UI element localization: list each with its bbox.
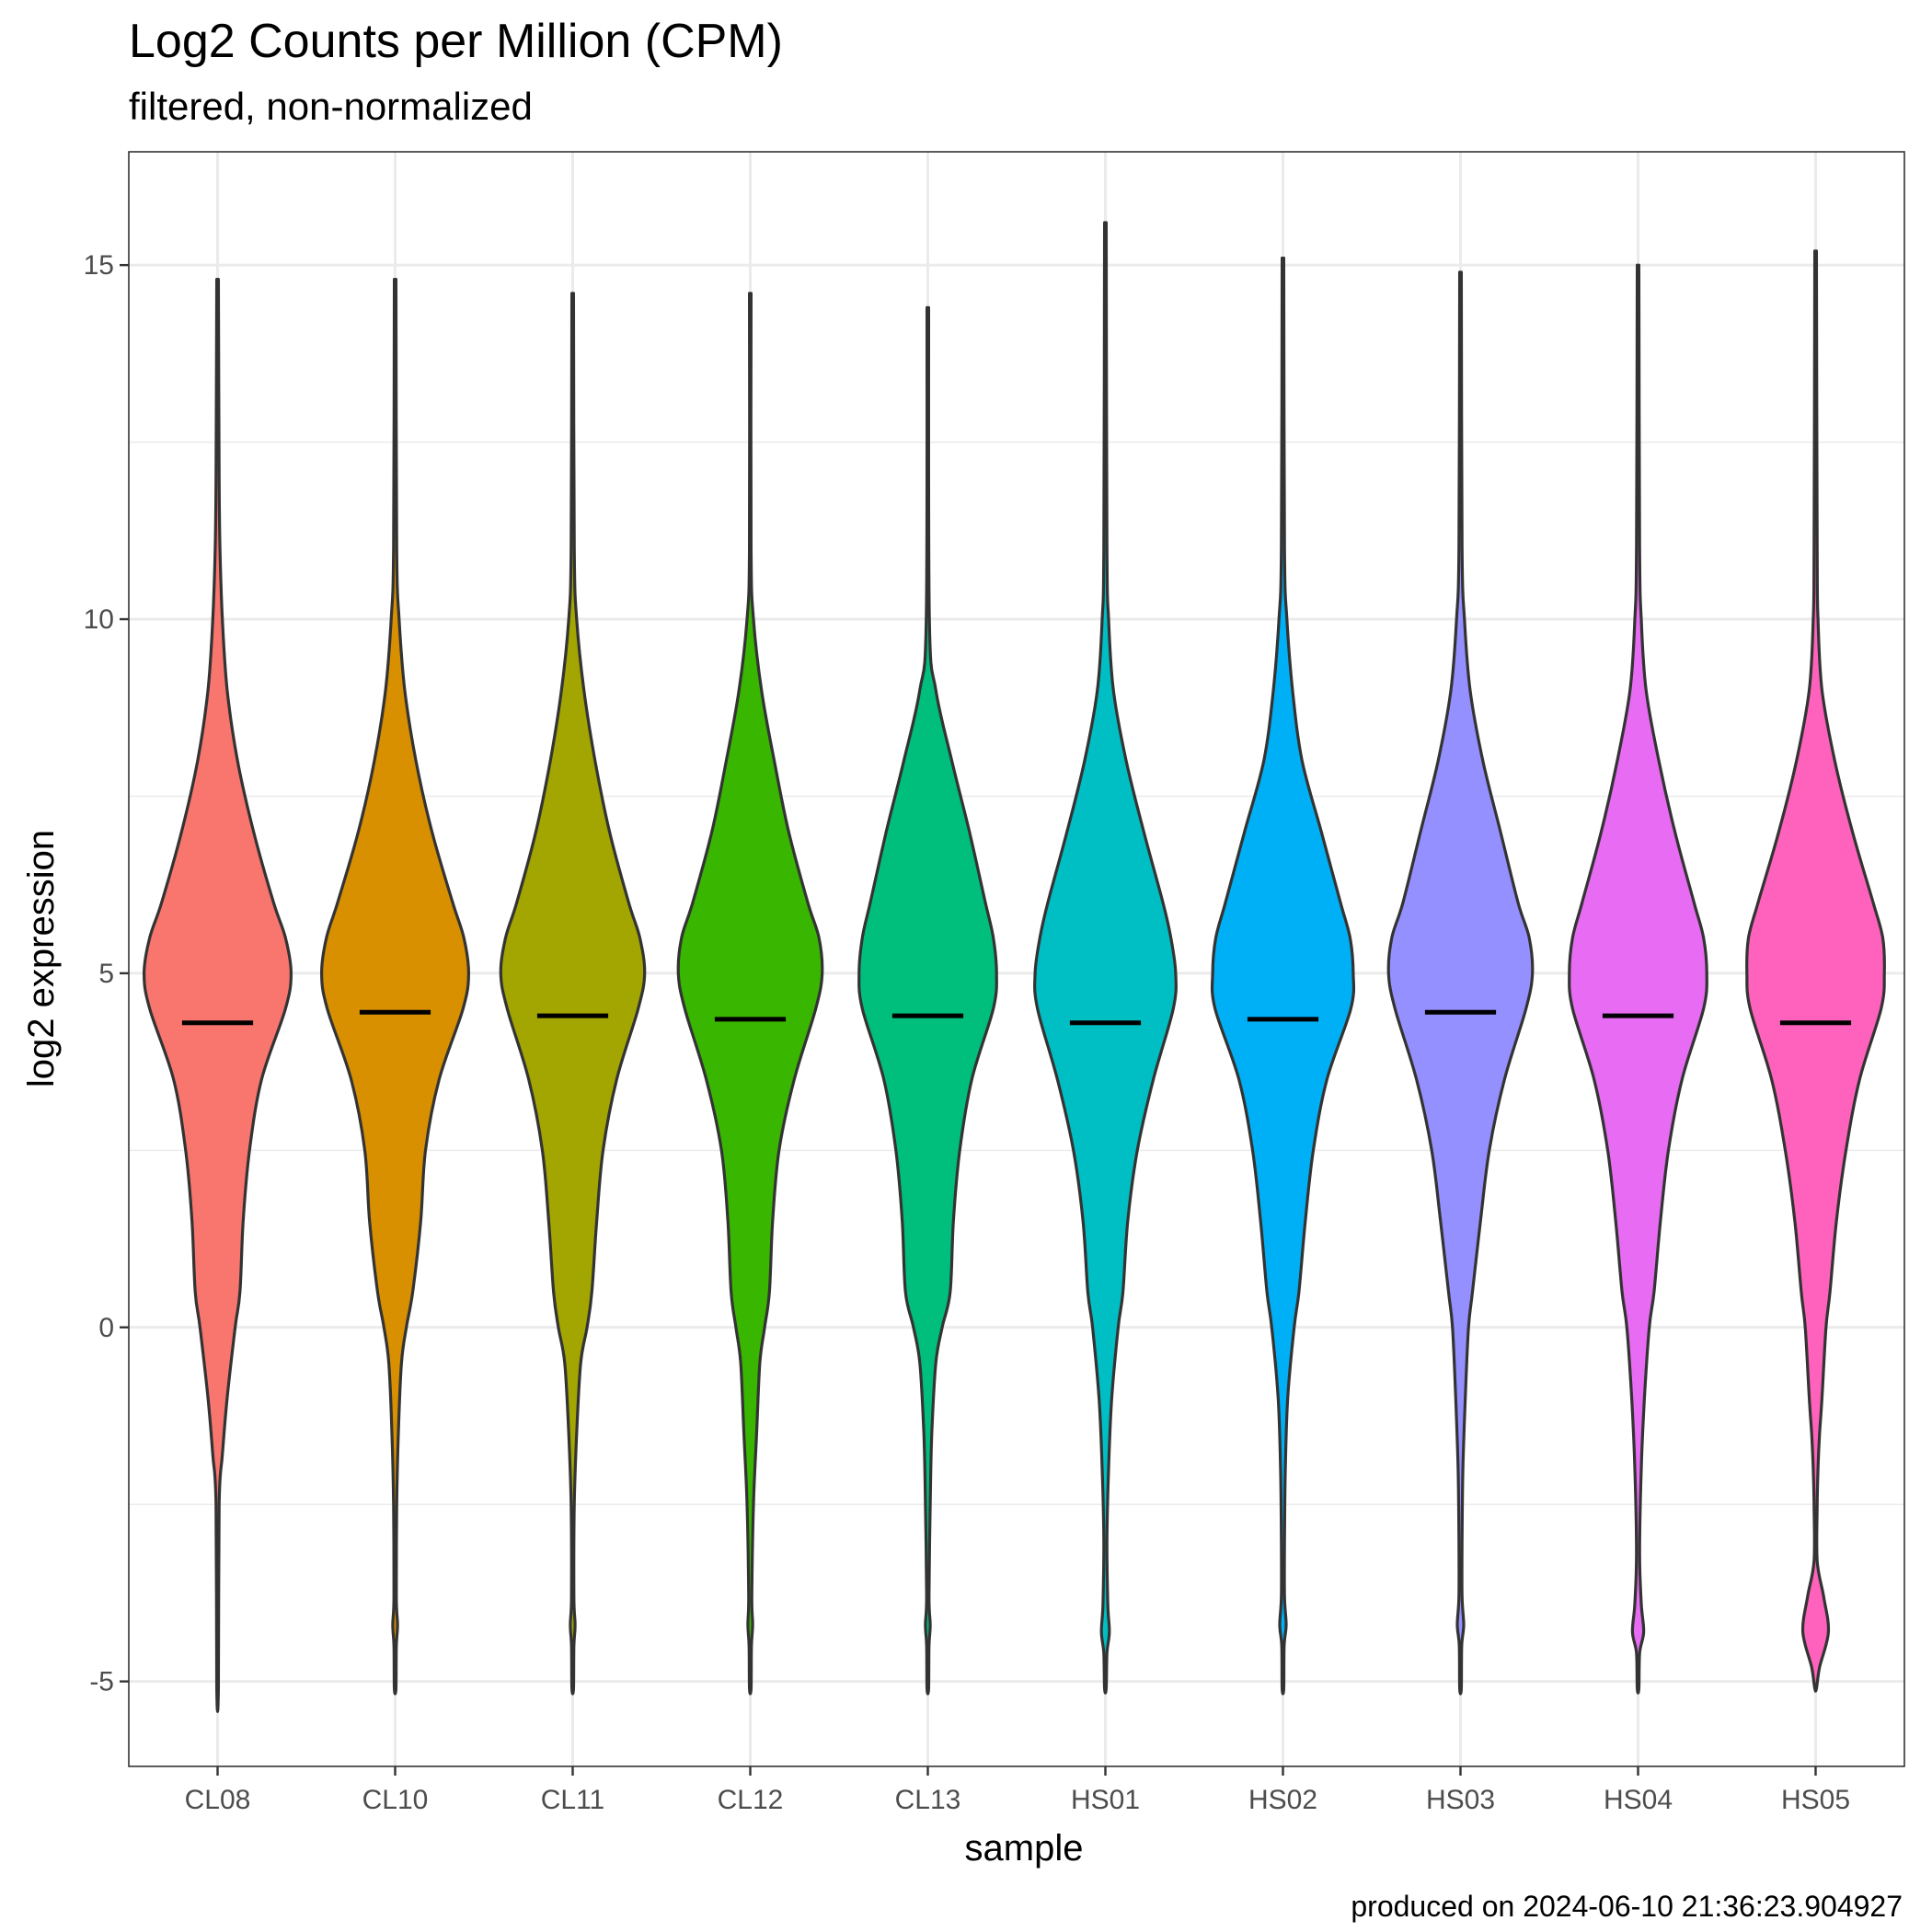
x-tick-label: HS05 (1781, 1785, 1850, 1815)
y-tick-label: 0 (98, 1313, 114, 1343)
x-tick-label: CL10 (362, 1785, 429, 1815)
x-tick-label: HS04 (1604, 1785, 1673, 1815)
violin-cl11 (499, 292, 647, 1696)
y-tick-label: 5 (98, 959, 114, 989)
x-axis: CL08 CL10 CL11 CL12 CL13 HS01 HS02 HS03 HS04 HS05 (185, 1766, 1850, 1815)
violin-hs04 (1568, 263, 1708, 1695)
plot-panel (128, 151, 1905, 1767)
x-tick-label: CL12 (718, 1785, 784, 1815)
violin-cl08 (143, 278, 293, 1713)
y-tick-label: -5 (89, 1667, 114, 1697)
y-axis: -5 0 5 10 15 (84, 250, 129, 1697)
chart-title: Log2 Counts per Million (CPM) (129, 15, 783, 68)
y-tick-label: 15 (84, 250, 114, 281)
x-tick-label: CL13 (895, 1785, 961, 1815)
violin-hs01 (1033, 221, 1178, 1695)
x-tick-label: HS01 (1071, 1785, 1140, 1815)
x-tick-label: CL11 (541, 1785, 605, 1815)
x-tick-label: HS02 (1248, 1785, 1317, 1815)
x-tick-label: HS03 (1426, 1785, 1495, 1815)
y-axis-title: log2 expression (21, 830, 62, 1087)
median-lines (181, 1009, 1852, 1026)
violin-hs05 (1745, 249, 1886, 1693)
violin-cl13 (857, 305, 998, 1696)
violin-cl10 (319, 278, 471, 1696)
violin-cl12 (676, 292, 824, 1696)
chart-subtitle: filtered, non-normalized (129, 85, 533, 128)
violins (143, 221, 1886, 1713)
violin-hs02 (1210, 256, 1356, 1696)
x-tick-label: CL08 (185, 1785, 251, 1815)
violin-hs03 (1386, 270, 1535, 1696)
x-axis-title: sample (965, 1828, 1084, 1869)
caption: produced on 2024-06-10 21:36:23.904927 (1351, 1890, 1903, 1923)
y-tick-label: 10 (84, 604, 114, 635)
